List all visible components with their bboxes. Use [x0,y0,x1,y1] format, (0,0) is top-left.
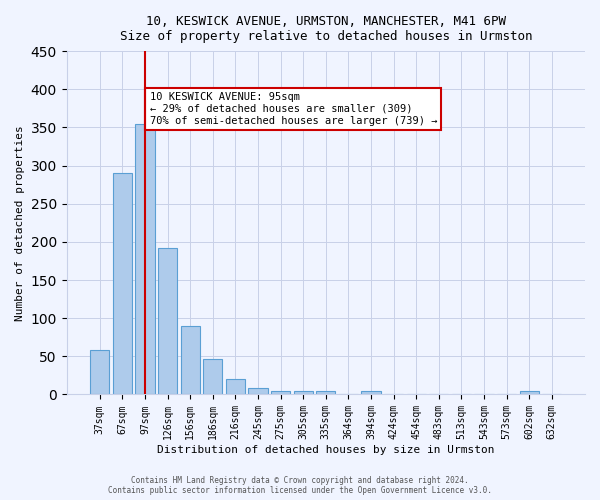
Bar [271,392,290,394]
Title: 10, KESWICK AVENUE, URMSTON, MANCHESTER, M41 6PW
Size of property relative to de: 10, KESWICK AVENUE, URMSTON, MANCHESTER,… [119,15,532,43]
Bar [158,248,177,394]
Text: Contains HM Land Registry data © Crown copyright and database right 2024.
Contai: Contains HM Land Registry data © Crown c… [108,476,492,495]
X-axis label: Distribution of detached houses by size in Urmston: Distribution of detached houses by size … [157,445,494,455]
Bar [181,326,200,394]
Y-axis label: Number of detached properties: Number of detached properties [15,125,25,320]
Bar [520,392,539,394]
Bar [316,392,335,394]
Bar [90,350,109,395]
Bar [203,360,223,394]
Bar [293,390,313,394]
Bar [226,379,245,394]
Bar [113,173,132,394]
Text: 10 KESWICK AVENUE: 95sqm
← 29% of detached houses are smaller (309)
70% of semi-: 10 KESWICK AVENUE: 95sqm ← 29% of detach… [149,92,437,126]
Bar [248,388,268,394]
Bar [136,124,155,394]
Bar [361,392,380,394]
